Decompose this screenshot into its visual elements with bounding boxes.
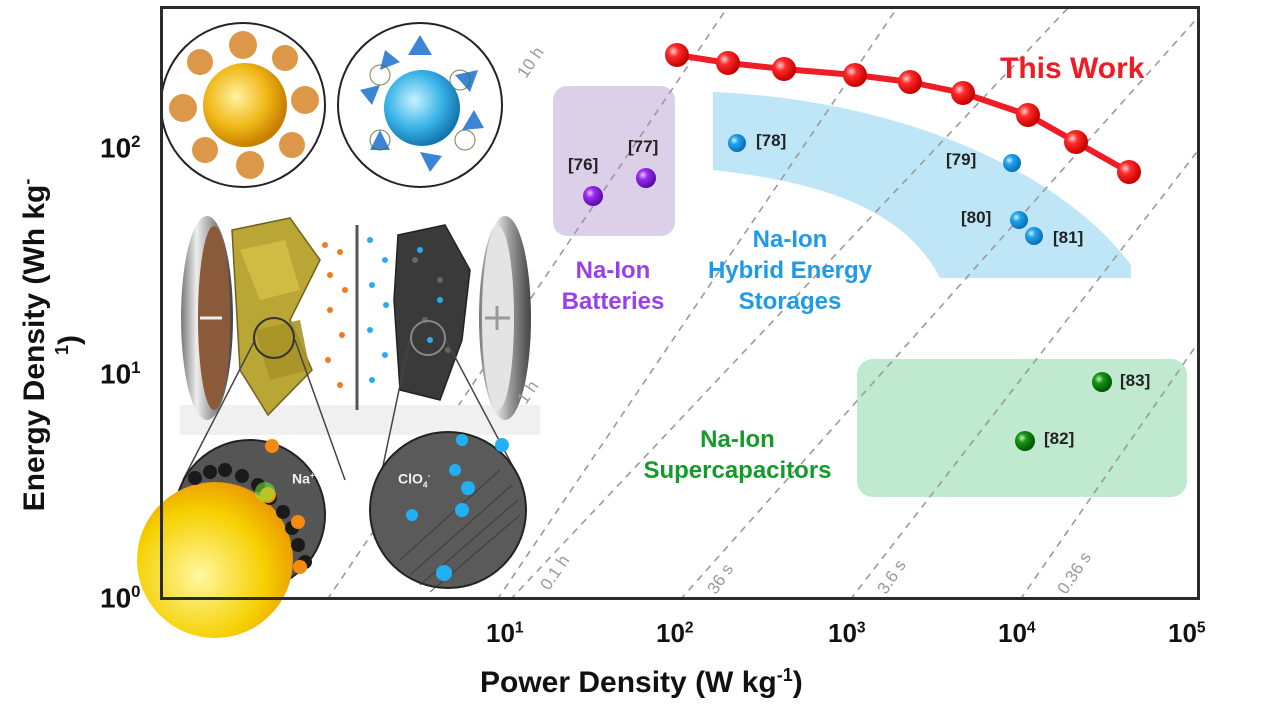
x-axis-label-text: Power Density (W kg xyxy=(480,666,777,699)
x-tick-base: 10 xyxy=(998,618,1027,648)
y-tick-100: 102 xyxy=(100,132,141,164)
molecule-blue-illustration xyxy=(337,22,503,188)
ref-77-label: [77] xyxy=(628,137,659,156)
x-tick-base: 10 xyxy=(1168,618,1197,648)
this-work-point xyxy=(951,81,975,105)
ref-79-label: [79] xyxy=(946,150,977,169)
na-ion-text: Na xyxy=(292,470,310,487)
x-axis-label-sup: -1 xyxy=(776,665,793,685)
supercapacitors-label: Na-Ion Supercapacitors xyxy=(615,424,860,486)
ref-76-point xyxy=(583,186,603,206)
hybrid-label: Na-Ion Hybrid Energy Storages xyxy=(690,224,890,318)
this-work-point xyxy=(1117,160,1141,184)
x-tick-100000: 105 xyxy=(1168,618,1206,649)
this-work-point xyxy=(665,43,689,67)
y-tick-10: 101 xyxy=(100,358,141,390)
supercapacitors-region xyxy=(857,359,1187,497)
ref-83-point xyxy=(1092,372,1112,392)
x-tick-exp: 3 xyxy=(856,619,866,637)
this-work-point xyxy=(1016,103,1040,127)
ref-80-label: [80] xyxy=(961,208,992,227)
hybrid-label-line1: Na-Ion xyxy=(752,226,828,253)
clo4-zoom-illustration xyxy=(369,320,527,593)
battery-cell-illustration xyxy=(180,216,540,435)
na-ion-label: Na+ xyxy=(292,470,315,487)
x-tick-exp: 1 xyxy=(514,619,524,637)
this-work-point xyxy=(898,70,922,94)
x-axis-label: Power Density (W kg-1) xyxy=(480,665,803,700)
this-work-series xyxy=(665,43,1141,184)
hybrid-label-line2: Hybrid Energy xyxy=(707,257,873,285)
ref-76-label: [76] xyxy=(568,155,599,174)
this-work-point xyxy=(1064,130,1088,154)
ref-81-point xyxy=(1025,227,1043,245)
x-tick-1000: 103 xyxy=(828,618,866,649)
na-ion-sup: + xyxy=(309,470,315,480)
y-tick-base: 10 xyxy=(100,132,132,164)
clo4-text: ClO xyxy=(398,470,423,487)
ref-83-label: [83] xyxy=(1120,371,1151,390)
plot-frame xyxy=(160,6,1200,600)
this-work-point xyxy=(772,57,796,81)
ref-81-label: [81] xyxy=(1053,228,1084,247)
x-tick-10000: 104 xyxy=(998,618,1036,649)
molecule-gold-illustration xyxy=(160,22,326,188)
this-work-point xyxy=(716,51,740,75)
x-axis-label-end: ) xyxy=(792,666,803,699)
x-tick-exp: 2 xyxy=(684,619,694,637)
batteries-label-line1: Na-Ion xyxy=(575,257,651,284)
clo4-sup: - xyxy=(427,470,431,480)
y-tick-base: 10 xyxy=(100,582,132,614)
x-tick-base: 10 xyxy=(656,618,685,648)
this-work-label: This Work xyxy=(1000,52,1145,85)
ref-78-label: [78] xyxy=(756,131,787,150)
x-tick-exp: 4 xyxy=(1026,619,1036,637)
batteries-label-line2: Batteries xyxy=(561,288,665,316)
supercapacitors-label-line1: Na-Ion xyxy=(700,426,775,453)
batteries-label: Na-Ion Batteries xyxy=(548,255,678,317)
x-tick-10: 101 xyxy=(486,618,524,649)
x-tick-exp: 5 xyxy=(1196,619,1206,637)
x-tick-base: 10 xyxy=(486,618,515,648)
ref-80-point xyxy=(1010,211,1028,229)
y-tick-base: 10 xyxy=(100,358,132,390)
supercapacitors-label-line2: Supercapacitors xyxy=(643,457,832,485)
ref-77-point xyxy=(636,168,656,188)
clo4-ion-label: ClO4- xyxy=(398,470,430,489)
y-tick-exp: 1 xyxy=(131,358,141,377)
this-work-point xyxy=(843,63,867,87)
ref-82-point xyxy=(1015,431,1035,451)
x-tick-base: 10 xyxy=(828,618,857,648)
clo4-sub: 4 xyxy=(422,479,428,490)
x-tick-100: 102 xyxy=(656,618,694,649)
ref-82-label: [82] xyxy=(1044,429,1075,448)
y-tick-exp: 2 xyxy=(131,132,141,151)
ref-78-point xyxy=(728,134,746,152)
hybrid-label-line3: Storages xyxy=(738,288,842,316)
y-tick-1: 100 xyxy=(100,582,141,614)
y-tick-exp: 0 xyxy=(131,582,141,601)
ref-79-point xyxy=(1003,154,1021,172)
